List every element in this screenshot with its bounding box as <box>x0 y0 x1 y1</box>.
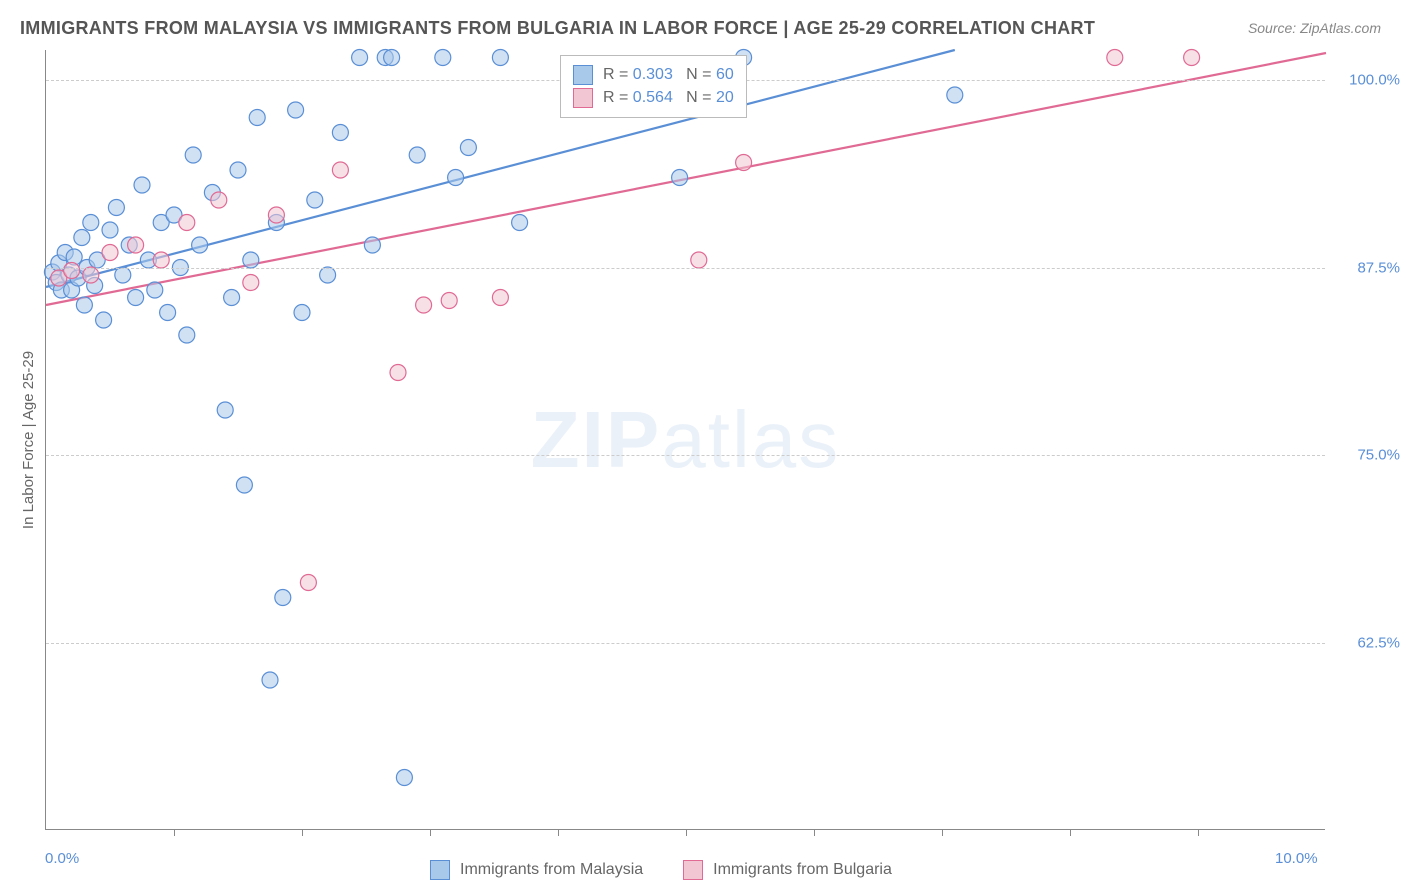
y-tick-label: 87.5% <box>1335 259 1400 276</box>
legend-stats-row: R = 0.303 N = 60 <box>573 65 734 85</box>
data-point <box>192 237 208 253</box>
data-point <box>243 252 259 268</box>
x-tick <box>686 829 687 836</box>
x-tick <box>942 829 943 836</box>
trend-line <box>46 50 955 287</box>
plot-area: ZIPatlas 62.5%75.0%87.5%100.0% <box>45 50 1325 830</box>
legend-series-item: Immigrants from Malaysia <box>430 860 643 880</box>
legend-swatch <box>683 860 703 880</box>
data-point <box>217 402 233 418</box>
data-point <box>512 215 528 231</box>
data-point <box>288 102 304 118</box>
legend-swatch <box>573 88 593 108</box>
data-point <box>153 252 169 268</box>
data-point <box>307 192 323 208</box>
data-point <box>409 147 425 163</box>
data-point <box>128 290 144 306</box>
data-point <box>249 110 265 126</box>
legend-stats-text: R = 0.564 N = 20 <box>603 89 734 107</box>
data-point <box>294 305 310 321</box>
data-point <box>390 365 406 381</box>
x-tick <box>814 829 815 836</box>
data-point <box>185 147 201 163</box>
gridline <box>46 455 1325 456</box>
data-point <box>947 87 963 103</box>
data-point <box>108 200 124 216</box>
data-point <box>364 237 380 253</box>
legend-stats: R = 0.303 N = 60 R = 0.564 N = 20 <box>560 55 747 118</box>
data-point <box>83 215 99 231</box>
legend-series-item: Immigrants from Bulgaria <box>683 860 892 880</box>
legend-series-label: Immigrants from Bulgaria <box>713 861 892 879</box>
data-point <box>435 50 451 66</box>
source-label: Source: ZipAtlas.com <box>1248 20 1381 36</box>
data-point <box>460 140 476 156</box>
x-tick <box>302 829 303 836</box>
y-tick-label: 75.0% <box>1335 447 1400 464</box>
data-point <box>160 305 176 321</box>
data-point <box>102 245 118 261</box>
data-point <box>416 297 432 313</box>
data-point <box>384 50 400 66</box>
x-tick <box>174 829 175 836</box>
data-point <box>83 267 99 283</box>
data-point <box>115 267 131 283</box>
legend-series: Immigrants from Malaysia Immigrants from … <box>430 860 892 880</box>
data-point <box>179 215 195 231</box>
data-point <box>102 222 118 238</box>
data-point <box>96 312 112 328</box>
scatter-svg <box>46 50 1325 829</box>
data-point <box>147 282 163 298</box>
y-tick-label: 62.5% <box>1335 634 1400 651</box>
legend-swatch <box>573 65 593 85</box>
data-point <box>352 50 368 66</box>
legend-stats-text: R = 0.303 N = 60 <box>603 66 734 84</box>
data-point <box>262 672 278 688</box>
gridline <box>46 643 1325 644</box>
x-axis-min-label: 0.0% <box>45 850 79 867</box>
data-point <box>134 177 150 193</box>
data-point <box>448 170 464 186</box>
data-point <box>179 327 195 343</box>
data-point <box>332 162 348 178</box>
data-point <box>320 267 336 283</box>
data-point <box>736 155 752 171</box>
x-axis-max-label: 10.0% <box>1275 850 1318 867</box>
data-point <box>1184 50 1200 66</box>
y-axis-title: In Labor Force | Age 25-29 <box>20 351 37 529</box>
data-point <box>672 170 688 186</box>
data-point <box>332 125 348 141</box>
data-point <box>396 770 412 786</box>
y-tick-label: 100.0% <box>1335 72 1400 89</box>
data-point <box>1107 50 1123 66</box>
legend-series-label: Immigrants from Malaysia <box>460 861 643 879</box>
data-point <box>691 252 707 268</box>
data-point <box>492 50 508 66</box>
data-point <box>230 162 246 178</box>
data-point <box>128 237 144 253</box>
data-point <box>275 590 291 606</box>
x-tick <box>1198 829 1199 836</box>
data-point <box>268 207 284 223</box>
gridline <box>46 268 1325 269</box>
legend-stats-row: R = 0.564 N = 20 <box>573 88 734 108</box>
data-point <box>64 263 80 279</box>
x-tick <box>430 829 431 836</box>
data-point <box>236 477 252 493</box>
data-point <box>211 192 227 208</box>
legend-swatch <box>430 860 450 880</box>
data-point <box>492 290 508 306</box>
data-point <box>224 290 240 306</box>
x-tick <box>558 829 559 836</box>
chart-title: IMMIGRANTS FROM MALAYSIA VS IMMIGRANTS F… <box>20 18 1095 39</box>
data-point <box>243 275 259 291</box>
x-tick <box>1070 829 1071 836</box>
data-point <box>300 575 316 591</box>
data-point <box>441 293 457 309</box>
data-point <box>74 230 90 246</box>
data-point <box>76 297 92 313</box>
